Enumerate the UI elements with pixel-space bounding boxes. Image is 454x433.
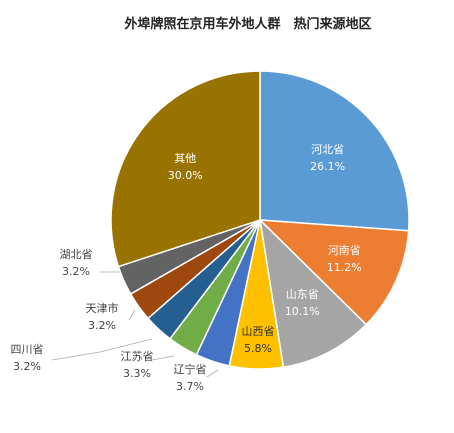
slice-label-name-2: 山东省 [286, 288, 319, 301]
slice-labels: 河北省 26.1% 河南省 11.2% 山东省 10.1% 山西省 5.8% 辽宁省 3.7% 江苏… [11, 143, 362, 393]
pie-slice-9 [110, 70, 261, 268]
leader-line-5 [151, 355, 175, 361]
slice-label-name-9: 其他 [174, 152, 196, 165]
slice-label-value-8: 3.2% [62, 265, 90, 278]
pie-slice-2 [258, 217, 368, 369]
slice-label-value-1: 11.2% [327, 261, 362, 274]
slice-label-name-8: 湖北省 [60, 248, 93, 261]
slice-label-value-9: 30.0% [168, 169, 203, 182]
leader-lines [51, 271, 219, 378]
slice-label-name-4: 辽宁省 [174, 362, 207, 376]
leader-line-7 [128, 309, 136, 321]
slice-label-value-0: 26.1% [310, 160, 345, 173]
slice-label-name-7: 天津市 [86, 301, 119, 315]
slice-label-name-1: 河南省 [328, 244, 361, 257]
slice-label-value-6: 3.2% [13, 360, 41, 373]
leader-line-6 [51, 338, 153, 361]
slice-label-name-3: 山西省 [242, 325, 275, 338]
slice-label-value-5: 3.3% [123, 367, 151, 380]
slice-label-name-5: 江苏省 [121, 350, 154, 363]
slice-label-value-3: 5.8% [244, 342, 272, 355]
slice-label-value-2: 10.1% [285, 305, 320, 318]
pie-slice-1 [258, 219, 410, 326]
slice-label-name-0: 河北省 [311, 143, 344, 156]
slice-label-value-4: 3.7% [176, 380, 204, 393]
pie-slice-0 [259, 70, 410, 232]
leader-line-4 [206, 369, 219, 378]
chart-title: 外埠牌照在京用车外地人群 热门来源地区 [123, 16, 371, 32]
slice-label-name-6: 四川省 [11, 343, 44, 356]
slice-label-value-7: 3.2% [88, 319, 116, 332]
pie-slices [110, 70, 410, 370]
